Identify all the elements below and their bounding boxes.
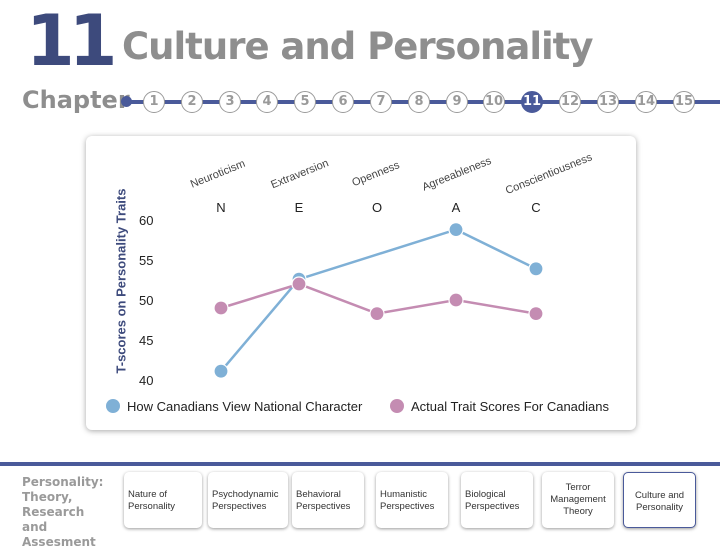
category-letter-a: A: [452, 200, 461, 215]
nav-tab-humanistic[interactable]: Humanistic Perspectives: [376, 472, 448, 528]
category-name-neuroticism: Neuroticism: [189, 158, 247, 191]
book-title: Personality: Theory, Research and Assesm…: [22, 475, 122, 550]
chapter-button-9[interactable]: 9: [446, 91, 468, 113]
chapter-button-13[interactable]: 13: [597, 91, 619, 113]
chapter-button-8[interactable]: 8: [408, 91, 430, 113]
category-letter-c: C: [531, 200, 540, 215]
y-tick-label-40: 40: [139, 373, 153, 388]
nav-tab-biological[interactable]: Biological Perspectives: [461, 472, 533, 528]
y-tick-label-45: 45: [139, 333, 153, 348]
chart-card: [86, 136, 636, 430]
book-title-line-2: Theory, Research: [22, 490, 85, 519]
series-2-point-c: [528, 306, 544, 322]
chapter-button-14[interactable]: 14: [635, 91, 657, 113]
series-1-point-c: [528, 261, 544, 277]
series-1-point-a: [448, 222, 464, 238]
series-1-point-n: [213, 363, 229, 379]
bottom-divider: [0, 462, 720, 466]
legend-marker-series-2: [390, 399, 404, 413]
series-2-point-o: [369, 306, 385, 322]
chapter-title: Culture and Personality: [122, 25, 593, 68]
chapter-button-3[interactable]: 3: [219, 91, 241, 113]
category-name-extraversion: Extraversion: [269, 157, 330, 191]
chapter-nav-start-dot: [121, 96, 132, 107]
nav-tab-culture-current[interactable]: Culture and Personality: [623, 472, 696, 528]
series-2-point-e: [291, 276, 307, 292]
book-title-line-3: and Assesment: [22, 520, 96, 549]
series-1-line: [220, 228, 537, 373]
series-2-point-n: [213, 300, 229, 316]
legend-label-series-1: How Canadians View National Character: [127, 399, 363, 414]
nav-tab-psychodynamic[interactable]: Psychodynamic Perspectives: [208, 472, 288, 528]
chapter-button-11[interactable]: 11: [521, 91, 543, 113]
category-letter-e: E: [295, 200, 304, 215]
category-letter-n: N: [216, 200, 225, 215]
chapter-button-6[interactable]: 6: [332, 91, 354, 113]
nav-tab-terror-management[interactable]: Terror Management Theory: [542, 472, 614, 528]
chapter-button-7[interactable]: 7: [370, 91, 392, 113]
series-2-point-a: [448, 292, 464, 308]
book-title-line-1: Personality:: [22, 475, 104, 489]
chapter-button-10[interactable]: 10: [483, 91, 505, 113]
chapter-button-15[interactable]: 15: [673, 91, 695, 113]
nav-tab-behavioral[interactable]: Behavioral Perspectives: [292, 472, 364, 528]
y-tick-label-50: 50: [139, 293, 153, 308]
chapter-button-4[interactable]: 4: [256, 91, 278, 113]
category-name-openness: Openness: [350, 159, 401, 189]
y-tick-label-55: 55: [139, 253, 153, 268]
chapter-button-5[interactable]: 5: [294, 91, 316, 113]
category-name-agreeableness: Agreeableness: [421, 155, 494, 194]
chapter-label: Chapter: [22, 86, 130, 114]
chapter-number: 11: [26, 0, 117, 82]
chapter-button-12[interactable]: 12: [559, 91, 581, 113]
category-name-conscientiousness: Conscientiousness: [504, 151, 595, 197]
y-tick-label-60: 60: [139, 213, 153, 228]
legend-label-series-2: Actual Trait Scores For Canadians: [411, 399, 609, 414]
nav-tab-nature[interactable]: Nature of Personality: [124, 472, 202, 528]
legend-marker-series-1: [106, 399, 120, 413]
chapter-button-2[interactable]: 2: [181, 91, 203, 113]
chapter-button-1[interactable]: 1: [143, 91, 165, 113]
category-letter-o: O: [372, 200, 382, 215]
